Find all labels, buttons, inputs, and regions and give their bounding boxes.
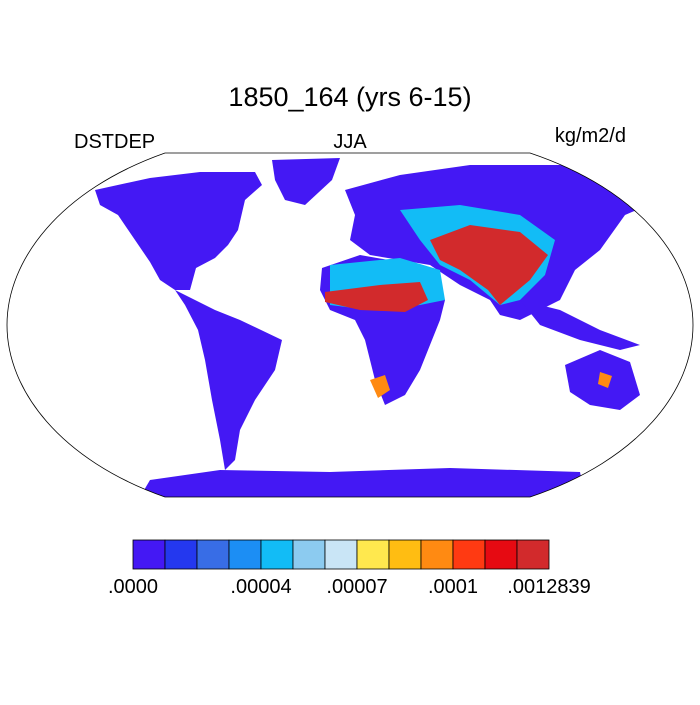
title: 1850_164 (yrs 6-15): [228, 82, 471, 112]
colorbar-label: .00007: [326, 576, 387, 598]
colorbar-box: [516, 539, 550, 570]
land: [95, 158, 660, 497]
colorbar-box: [324, 539, 358, 570]
colorbar-box: [228, 539, 262, 570]
colorbar-box: [484, 539, 518, 570]
colorbar: .0000 .00004 .00007 .0001 .0012839: [108, 539, 591, 598]
colorbar-label: .0000: [108, 576, 158, 598]
colorbar-box: [356, 539, 390, 570]
colorbar-box: [292, 539, 326, 570]
colorbar-box: [388, 539, 422, 570]
colorbar-label: .00004: [230, 576, 291, 598]
colorbar-box: [452, 539, 486, 570]
center-label: JJA: [333, 131, 367, 153]
colorbar-box: [164, 539, 198, 570]
left-label: DSTDEP: [74, 131, 155, 153]
colorbar-label: .0001: [428, 576, 478, 598]
colorbar-box: [196, 539, 230, 570]
colorbar-box: [420, 539, 454, 570]
colorbar-label: .0012839: [507, 576, 590, 598]
map: [6, 152, 694, 498]
colorbar-box: [260, 539, 294, 570]
colorbar-box: [132, 539, 166, 570]
right-label: kg/m2/d: [555, 125, 626, 147]
